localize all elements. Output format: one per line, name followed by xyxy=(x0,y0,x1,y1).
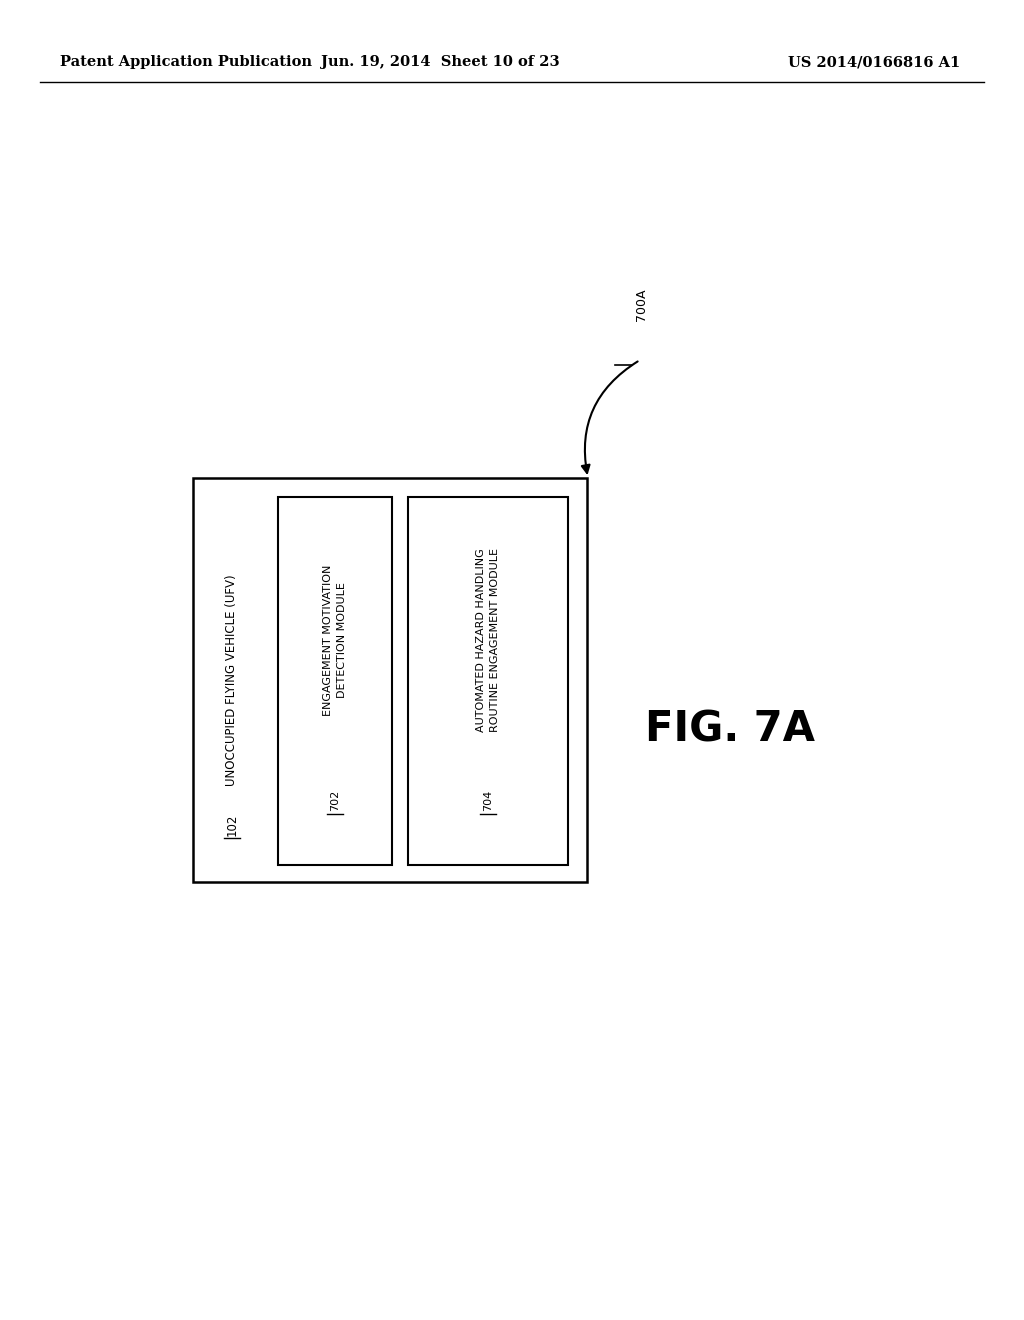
Text: Patent Application Publication: Patent Application Publication xyxy=(60,55,312,69)
Text: 704: 704 xyxy=(483,789,493,810)
Text: ENGAGEMENT MOTIVATION
DETECTION MODULE: ENGAGEMENT MOTIVATION DETECTION MODULE xyxy=(324,565,346,715)
Text: AUTOMATED HAZARD HANDLING
ROUTINE ENGAGEMENT MODULE: AUTOMATED HAZARD HANDLING ROUTINE ENGAGE… xyxy=(476,548,500,733)
Text: FIG. 7A: FIG. 7A xyxy=(645,709,815,751)
Text: Jun. 19, 2014  Sheet 10 of 23: Jun. 19, 2014 Sheet 10 of 23 xyxy=(321,55,559,69)
Bar xyxy=(408,498,568,865)
Bar xyxy=(193,478,587,882)
Text: UNOCCUPIED FLYING VEHICLE (UFV): UNOCCUPIED FLYING VEHICLE (UFV) xyxy=(225,574,239,785)
Text: 700A: 700A xyxy=(635,289,648,321)
Text: 102: 102 xyxy=(225,814,239,836)
Text: 702: 702 xyxy=(330,789,340,810)
Text: US 2014/0166816 A1: US 2014/0166816 A1 xyxy=(787,55,961,69)
Bar xyxy=(278,498,392,865)
